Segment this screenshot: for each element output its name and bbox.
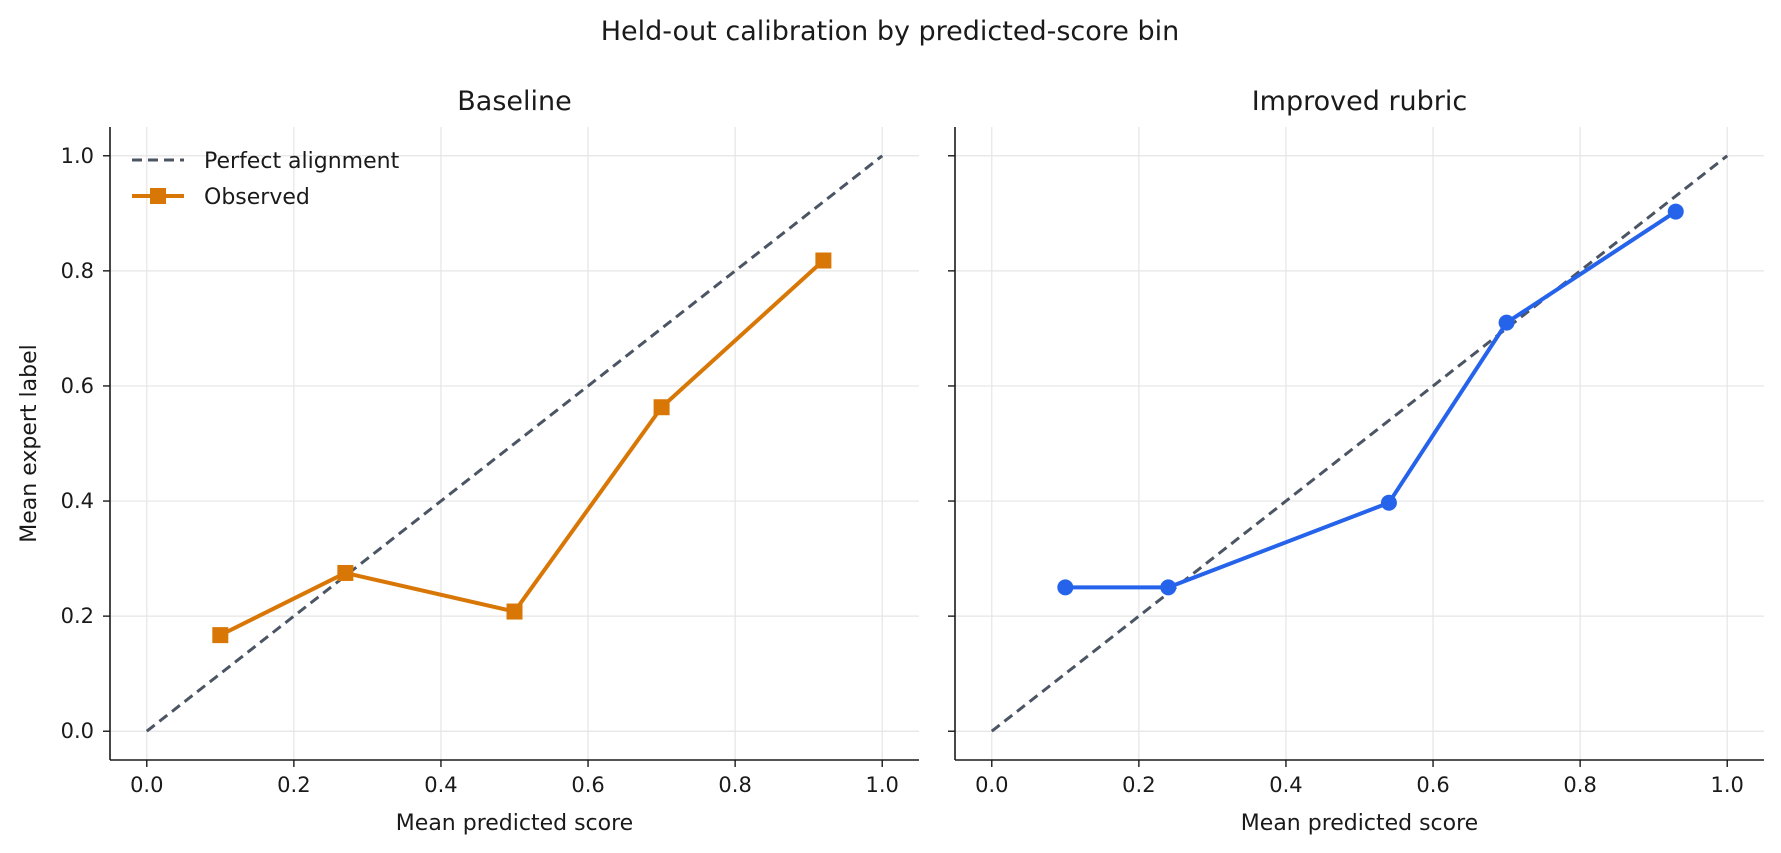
x-tick-label: 1.0 — [866, 773, 899, 797]
observed-point — [212, 627, 229, 644]
observed-point — [506, 603, 523, 620]
perfect-alignment-line — [145, 154, 884, 733]
y-tick-label: 0.2 — [61, 604, 94, 628]
y-tick-label: 0.4 — [61, 489, 94, 513]
baseline-panel: 0.0 0.2 0.4 0.6 0.8 1.0 0.0 0.2 0.4 0.6 0.8 1.0 Base… — [17, 86, 919, 836]
x-tick-label: 0.0 — [975, 773, 1008, 797]
panel-title: Baseline — [457, 86, 571, 117]
y-tick-label: 0.6 — [61, 374, 94, 398]
observed-point — [1667, 203, 1684, 220]
x-tick-label: 0.8 — [718, 773, 751, 797]
legend-swatch-observed-marker — [150, 188, 166, 204]
observed-point — [653, 399, 670, 416]
x-tick-label: 0.6 — [571, 773, 604, 797]
observed-point — [1498, 314, 1515, 331]
improved-rubric-panel: 0.0 0.2 0.4 0.6 0.8 1.0 Improved rubric Mean pr… — [948, 86, 1764, 836]
x-tick-label: 0.6 — [1416, 773, 1449, 797]
x-tick-label: 0.2 — [1122, 773, 1155, 797]
x-tick-label: 0.8 — [1563, 773, 1596, 797]
perfect-alignment-line — [990, 154, 1729, 733]
panel-title: Improved rubric — [1252, 86, 1468, 117]
x-axis-label: Mean predicted score — [1241, 811, 1478, 836]
x-tick-label: 1.0 — [1711, 773, 1744, 797]
observed-line — [219, 259, 825, 637]
observed-point — [815, 252, 832, 269]
observed-point — [1380, 494, 1397, 511]
x-tick-label: 0.4 — [1269, 773, 1302, 797]
y-tick-label: 0.8 — [61, 259, 94, 283]
observed-point — [1057, 579, 1074, 596]
x-tick-label: 0.4 — [424, 773, 457, 797]
legend-label: Observed — [204, 185, 310, 210]
y-tick-label: 0.0 — [61, 719, 94, 743]
y-axis-label: Mean expert label — [17, 344, 42, 542]
y-tick-label: 1.0 — [61, 144, 94, 168]
x-tick-label: 0.2 — [277, 773, 310, 797]
observed-point — [1160, 579, 1177, 596]
x-tick-label: 0.0 — [130, 773, 163, 797]
legend-label: Perfect alignment — [204, 149, 400, 174]
figure-title: Held-out calibration by predicted-score … — [601, 16, 1179, 47]
x-axis-label: Mean predicted score — [396, 811, 633, 836]
observed-point — [337, 564, 354, 581]
